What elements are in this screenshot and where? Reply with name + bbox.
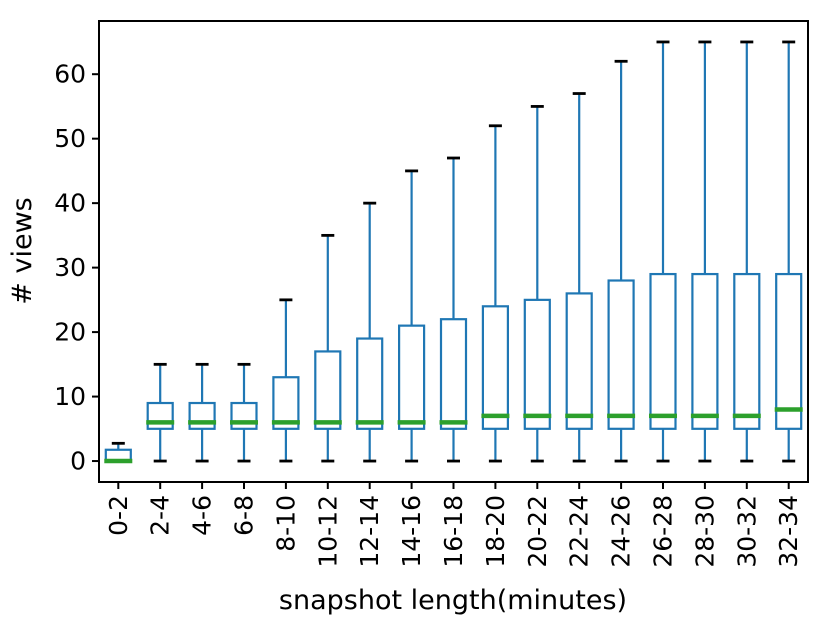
y-tick-label: 10 [54, 382, 86, 411]
x-tick-label: 0-2 [104, 495, 133, 536]
x-tick-label: 2-4 [146, 495, 175, 536]
x-tick-label: 16-18 [439, 495, 468, 568]
boxplot-box [565, 292, 593, 430]
x-axis-label: snapshot length(minutes) [279, 585, 627, 616]
x-tick-label: 10-12 [313, 495, 342, 568]
x-tick-label: 6-8 [230, 495, 259, 536]
x-tick-label: 12-14 [355, 495, 384, 568]
y-tick-label: 20 [54, 318, 86, 347]
y-tick-label: 50 [54, 124, 86, 153]
boxplot-box [607, 279, 635, 430]
boxplot-box [439, 318, 468, 430]
boxplot-box [733, 272, 761, 430]
x-tick-label: 26-28 [649, 495, 678, 568]
x-tick-label: 28-30 [690, 495, 719, 568]
x-tick-label: 30-32 [732, 495, 761, 568]
y-tick-label: 40 [54, 189, 86, 218]
x-tick-label: 22-24 [565, 495, 594, 568]
x-tick-label: 18-20 [481, 495, 510, 568]
boxplot-box [649, 272, 677, 430]
boxplot-box [481, 305, 509, 430]
y-axis-label: # views [7, 197, 38, 304]
x-tick-label: 24-26 [607, 495, 636, 568]
x-tick-label: 20-22 [523, 495, 552, 568]
plot-area: 0 10 20 30 40 50 60 0-2 2-4 4-6 6-8 8-10 10-12 12-14 1… [54, 20, 809, 568]
y-tick-label: 60 [54, 60, 86, 89]
y-tick-label: 30 [54, 253, 86, 282]
y-tick-label: 0 [70, 447, 86, 476]
x-tick-label: 32-34 [774, 495, 803, 568]
x-tick-label: 8-10 [271, 495, 300, 552]
boxplot-box [230, 401, 258, 430]
boxplot-box [188, 401, 216, 430]
x-tick-label: 4-6 [188, 495, 217, 536]
x-tick-label: 14-16 [397, 495, 426, 568]
boxplot-box [523, 298, 551, 430]
boxplot-box [356, 337, 384, 430]
boxplot-box [146, 401, 174, 430]
boxplot-box [314, 350, 342, 430]
boxplot-box [691, 272, 719, 430]
boxplot-box [398, 324, 426, 430]
plot-frame [98, 20, 809, 483]
boxplot-box [775, 272, 803, 430]
